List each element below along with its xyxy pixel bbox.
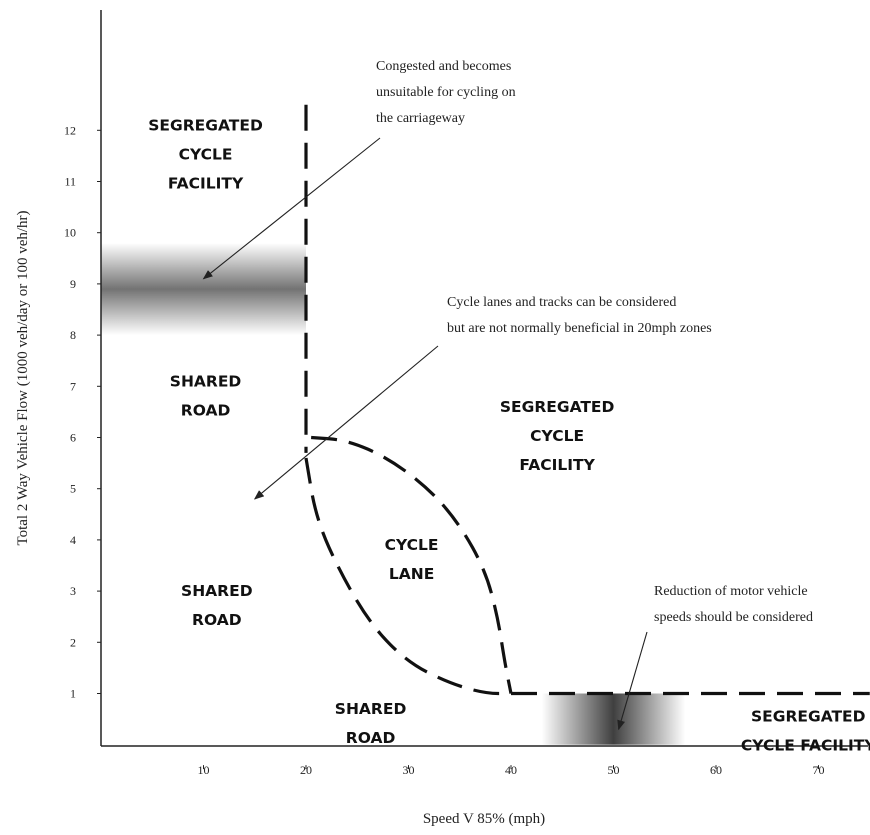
region-label-line: FACILITY bbox=[168, 174, 244, 192]
annotation-line: unsuitable for cycling on bbox=[376, 85, 516, 100]
y-tick-label: 2 bbox=[70, 635, 76, 649]
annotation-line: the carriageway bbox=[376, 111, 465, 126]
region-label-seg-top: SEGREGATED CYCLE FACILITY bbox=[148, 116, 263, 192]
x-tick-label: 30 bbox=[403, 763, 415, 777]
annotation-line: speeds should be considered bbox=[654, 610, 813, 625]
region-boundaries bbox=[304, 104, 870, 696]
region-label-line: LANE bbox=[389, 565, 434, 583]
y-axis-label: Total 2 Way Vehicle Flow (1000 veh/day o… bbox=[15, 210, 31, 545]
region-label-line: FACILITY bbox=[519, 456, 595, 474]
y-tick-label: 1 bbox=[70, 687, 76, 701]
region-label-line: CYCLE bbox=[385, 536, 439, 554]
y-tick-label: 10 bbox=[64, 226, 76, 240]
y-tick-label: 4 bbox=[70, 533, 76, 547]
y-tick-label: 6 bbox=[70, 431, 76, 445]
x-tick-label: 10 bbox=[198, 763, 210, 777]
region-label-cycle-lane: CYCLE LANE bbox=[385, 536, 439, 583]
region-label-line: SEGREGATED bbox=[751, 708, 866, 726]
annotation-arrow bbox=[253, 345, 439, 500]
speed-band bbox=[541, 693, 686, 745]
region-label-line: SEGREGATED bbox=[148, 116, 263, 134]
y-tick-label: 9 bbox=[70, 277, 76, 291]
region-labels: SEGREGATED CYCLE FACILITY SHARED ROAD SEGREGA… bbox=[148, 116, 870, 754]
y-tick-label: 8 bbox=[70, 328, 76, 342]
region-label-line: CYCLE FACILITY bbox=[741, 737, 870, 755]
region-label-line: CYCLE bbox=[179, 145, 233, 163]
region-label-line: ROAD bbox=[192, 611, 242, 629]
y-tick-label: 3 bbox=[70, 584, 76, 598]
annotation-line: Congested and becomes bbox=[376, 59, 511, 74]
y-tick-label: 11 bbox=[64, 175, 76, 189]
x-tick-label: 20 bbox=[300, 763, 312, 777]
shaded-bands bbox=[101, 242, 686, 745]
region-label-line: ROAD bbox=[346, 729, 396, 747]
annotations: Congested and becomes unsuitable for cycl… bbox=[202, 59, 813, 731]
region-label-line: SEGREGATED bbox=[500, 398, 615, 416]
annotation-arrow bbox=[617, 631, 648, 731]
x-axis-label: Speed V 85% (mph) bbox=[423, 811, 545, 827]
annotation-line: Reduction of motor vehicle bbox=[654, 584, 808, 599]
region-label-shared-mid: SHARED ROAD bbox=[170, 372, 242, 419]
x-tick-label: 60 bbox=[710, 763, 722, 777]
annotation-line: but are not normally beneficial in 20mph… bbox=[447, 321, 712, 336]
annotation-arrow bbox=[202, 137, 381, 280]
annotation-line: Cycle lanes and tracks can be considered bbox=[447, 295, 676, 310]
region-label-shared-bottom: SHARED ROAD bbox=[335, 700, 407, 747]
region-label-line: SHARED bbox=[181, 582, 253, 600]
x-tick-label: 70 bbox=[813, 763, 825, 777]
x-tick-label: 50 bbox=[608, 763, 620, 777]
x-tick-label: 40 bbox=[505, 763, 517, 777]
region-label-seg-right: SEGREGATED CYCLE FACILITY bbox=[500, 398, 615, 474]
annotation-cycle-lanes: Cycle lanes and tracks can be considered… bbox=[447, 295, 712, 336]
region-label-seg-bottom: SEGREGATED CYCLE FACILITY bbox=[741, 708, 870, 755]
y-tick-label: 7 bbox=[70, 379, 76, 393]
y-tick-label: 12 bbox=[64, 123, 76, 137]
region-label-line: CYCLE bbox=[530, 427, 584, 445]
region-label-line: ROAD bbox=[181, 401, 231, 419]
annotation-congested: Congested and becomes unsuitable for cycl… bbox=[376, 59, 516, 126]
congestion-band bbox=[101, 242, 306, 336]
annotation-reduction: Reduction of motor vehicle speeds should … bbox=[654, 584, 813, 625]
region-label-line: SHARED bbox=[170, 372, 242, 390]
region-label-line: SHARED bbox=[335, 700, 407, 718]
y-tick-label: 5 bbox=[70, 482, 76, 496]
region-label-shared-low: SHARED ROAD bbox=[181, 582, 253, 629]
cycle-lane-inner bbox=[311, 435, 513, 694]
